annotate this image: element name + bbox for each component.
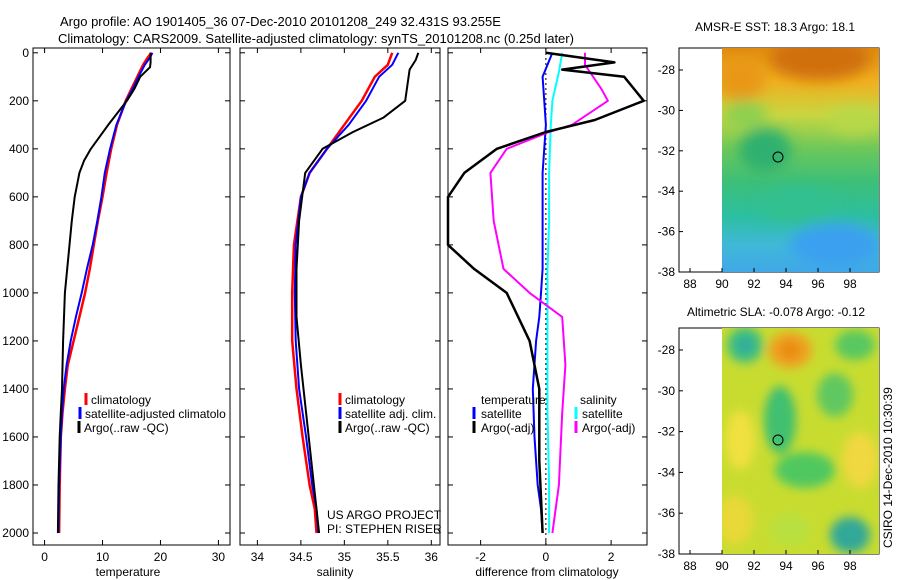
map-y-tick-label: -34 [658, 184, 676, 198]
x-tick-label: 0 [543, 550, 550, 564]
map-y-tick-label: -36 [658, 225, 676, 239]
x-tick-label: 34.5 [289, 550, 313, 564]
argo-float-marker [772, 434, 784, 446]
y-tick-label: 600 [9, 190, 29, 204]
y-tick-label: 2000 [2, 526, 29, 540]
legend-label-argo: Argo(..raw -QC) [84, 421, 169, 435]
series-line-salinity-satellite [546, 52, 564, 533]
map-x-tick-label: 90 [715, 277, 729, 291]
map-x-tick-label: 98 [843, 559, 857, 573]
map-x-tick-label: 92 [747, 277, 761, 291]
series-line-climatology [57, 52, 153, 534]
x-tick-label: 36 [425, 550, 439, 564]
map-y-tick-label: -36 [658, 506, 676, 520]
sst-map-title: AMSR-E SST: 18.3 Argo: 18.1 [695, 20, 855, 34]
legend-title-temperature: temperature [481, 393, 546, 407]
credit-project: US ARGO PROJECT [327, 508, 442, 522]
argo-float-marker [772, 151, 784, 163]
y-tick-label: 1600 [2, 430, 29, 444]
legend-label-sal-argo: Argo(-adj) [582, 421, 635, 435]
x-tick-label: 35.5 [376, 550, 400, 564]
y-tick-label: 1400 [2, 382, 29, 396]
legend-label-sal-satellite: satellite [582, 407, 623, 421]
x-tick-label: -2 [475, 550, 486, 564]
sst-map: AMSR-E SST: 18.3 Argo: 18.1 88 90 92 94 96 98… [658, 20, 880, 291]
y-tick-label: 0 [22, 46, 29, 60]
sst-field [722, 48, 879, 272]
series-line-temperature-argo-adj- [446, 51, 645, 534]
temperature-panel: 0 10 20 30 0 200 400 600 800 1000 1200 1400 1600 180… [2, 46, 231, 579]
map-y-tick-label: -32 [658, 425, 676, 439]
temperature-legend: climatology satellite-adjusted climatolo… [77, 393, 226, 435]
legend-label-climatology: climatology [91, 393, 151, 407]
map-x-tick-label: 96 [811, 559, 825, 573]
map-x-tick-label: 92 [747, 559, 761, 573]
difference-panel: -2 0 2 difference from climatology tempera… [446, 47, 648, 579]
timestamp: CSIRO 14-Dec-2010 10:30:39 [881, 387, 895, 548]
salinity-axes-box [239, 47, 441, 546]
series-line-temperature-satellite [531, 52, 554, 534]
y-tick-label: 1800 [2, 478, 29, 492]
map-x-tick-label: 94 [779, 277, 793, 291]
x-tick-label: 20 [154, 550, 168, 564]
legend-label-climatology: climatology [345, 393, 405, 407]
difference-legend: temperature salinity satellite Argo(-adj… [472, 393, 635, 435]
figure-title: Argo profile: AO 1901405_36 07-Dec-2010 … [60, 14, 501, 29]
y-tick-label: 400 [9, 142, 29, 156]
legend-label-temp-argo: Argo(-adj) [481, 421, 534, 435]
x-tick-label: 0 [41, 550, 48, 564]
legend-label-satellite: satellite-adjusted climatolo [85, 407, 226, 421]
series-line-salinity-argo-adj- [489, 52, 609, 534]
figure-subtitle: Climatology: CARS2009. Satellite-adjuste… [58, 31, 574, 46]
map-x-tick-label: 94 [779, 559, 793, 573]
legend-title-salinity: salinity [580, 393, 617, 407]
series-line-satellite-adjusted [57, 52, 154, 534]
x-tick-label: 30 [212, 550, 226, 564]
sla-map: Altimetric SLA: -0.078 Argo: -0.12 88 9 [658, 305, 880, 573]
y-tick-label: 200 [9, 94, 29, 108]
salinity-legend: climatology satellite adj. clim. Argo(..… [338, 393, 436, 435]
y-tick-label: 1000 [2, 286, 29, 300]
map-x-tick-label: 88 [683, 277, 697, 291]
temperature-xlabel: temperature [96, 565, 161, 579]
map-x-tick-label: 96 [811, 277, 825, 291]
map-y-tick-label: -30 [658, 384, 676, 398]
x-tick-label: 10 [96, 550, 110, 564]
legend-label-satellite: satellite adj. clim. [345, 407, 436, 421]
y-tick-label: 1200 [2, 334, 29, 348]
x-tick-label: 34 [251, 550, 265, 564]
difference-xlabel: difference from climatology [475, 565, 618, 579]
x-tick-label: 35 [338, 550, 352, 564]
map-y-tick-label: -32 [658, 144, 676, 158]
salinity-xlabel: salinity [317, 565, 354, 579]
series-line-climatology [290, 52, 394, 534]
map-y-tick-label: -38 [658, 265, 676, 279]
difference-axes-box [447, 47, 648, 546]
legend-label-temp-satellite: satellite [481, 407, 522, 421]
map-y-tick-label: -30 [658, 103, 676, 117]
series-line-argo [56, 52, 152, 534]
sla-map-title: Altimetric SLA: -0.078 Argo: -0.12 [687, 305, 865, 319]
x-tick-label: 2 [608, 550, 615, 564]
sla-field [722, 328, 879, 554]
map-x-tick-label: 98 [843, 277, 857, 291]
map-y-tick-label: -28 [658, 63, 676, 77]
map-y-tick-label: -34 [658, 465, 676, 479]
y-tick-label: 800 [9, 238, 29, 252]
map-x-tick-label: 88 [683, 559, 697, 573]
salinity-panel: 34 34.5 35 35.5 36 salinity climatology sate… [239, 47, 442, 579]
legend-label-argo: Argo(..raw -QC) [345, 421, 430, 435]
series-line-argo [295, 52, 420, 534]
temperature-axes-box [32, 47, 231, 546]
map-x-tick-label: 90 [715, 559, 729, 573]
map-y-tick-label: -28 [658, 343, 676, 357]
map-y-tick-label: -38 [658, 547, 676, 561]
credit-pi: PI: STEPHEN RISER [327, 522, 442, 536]
